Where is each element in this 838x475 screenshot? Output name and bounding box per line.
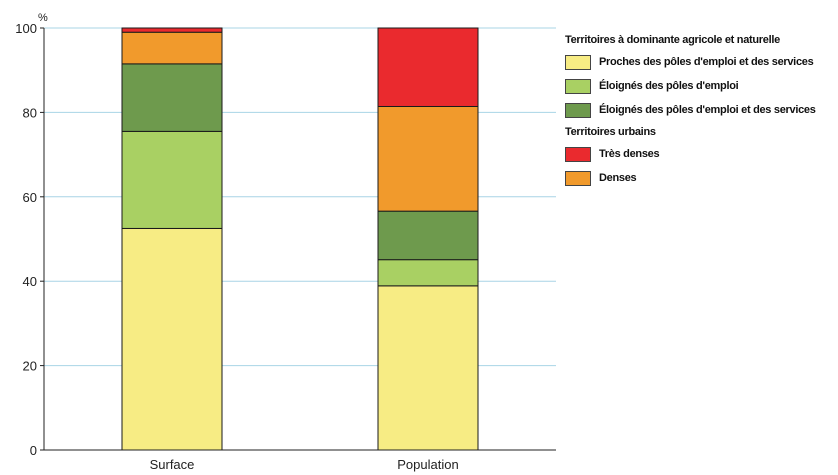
legend-label: Denses xyxy=(599,172,637,184)
bar-segment xyxy=(377,105,479,212)
legend-group-title: Territoires à dominante agricole et natu… xyxy=(565,34,780,46)
bar-segment xyxy=(377,259,479,287)
legend: Territoires à dominante agricole et natu… xyxy=(565,30,835,190)
legend-swatch xyxy=(565,146,591,162)
legend-swatch xyxy=(565,54,591,70)
legend-label: Éloignés des pôles d'emploi xyxy=(599,80,739,92)
legend-item-eloignes-emploi: Éloignés des pôles d'emploi xyxy=(565,74,835,98)
legend-swatch xyxy=(565,102,591,118)
bar-segment xyxy=(121,31,223,65)
y-axis-unit-label: % xyxy=(38,12,48,24)
legend-label: Éloignés des pôles d'emploi et des servi… xyxy=(599,104,816,116)
legend-swatch xyxy=(565,170,591,186)
legend-label: Très denses xyxy=(599,148,660,160)
bar-segment xyxy=(121,130,223,229)
bar-segment xyxy=(121,63,223,132)
y-tick-label: 100 xyxy=(15,21,37,36)
bar-segment xyxy=(377,285,479,451)
legend-swatch xyxy=(565,78,591,94)
x-tick-label: Surface xyxy=(150,457,195,472)
grid-lines xyxy=(44,27,556,367)
y-tick-label: 80 xyxy=(23,105,37,120)
legend-item-tres-denses: Très denses xyxy=(565,142,835,166)
bar-segment xyxy=(377,27,479,107)
bars xyxy=(121,27,479,451)
y-tick-label: 20 xyxy=(23,359,37,374)
legend-item-denses: Denses xyxy=(565,166,835,190)
x-tick-label: Population xyxy=(397,457,458,472)
legend-item-proches: Proches des pôles d'emploi et des servic… xyxy=(565,50,835,74)
axes xyxy=(40,27,556,451)
bar-segment xyxy=(121,227,223,451)
legend-item-eloignes-emploi-services: Éloignés des pôles d'emploi et des servi… xyxy=(565,98,835,122)
y-tick-label: 60 xyxy=(23,190,37,205)
y-tick-label: 0 xyxy=(30,443,37,458)
bar-segment xyxy=(377,210,479,261)
legend-group-title: Territoires urbains xyxy=(565,126,656,138)
y-tick-label: 40 xyxy=(23,274,37,289)
tick-labels: 0 20 40 60 80 100 Surface Population xyxy=(15,21,458,472)
legend-label: Proches des pôles d'emploi et des servic… xyxy=(599,56,814,68)
bar-segment xyxy=(121,27,223,33)
